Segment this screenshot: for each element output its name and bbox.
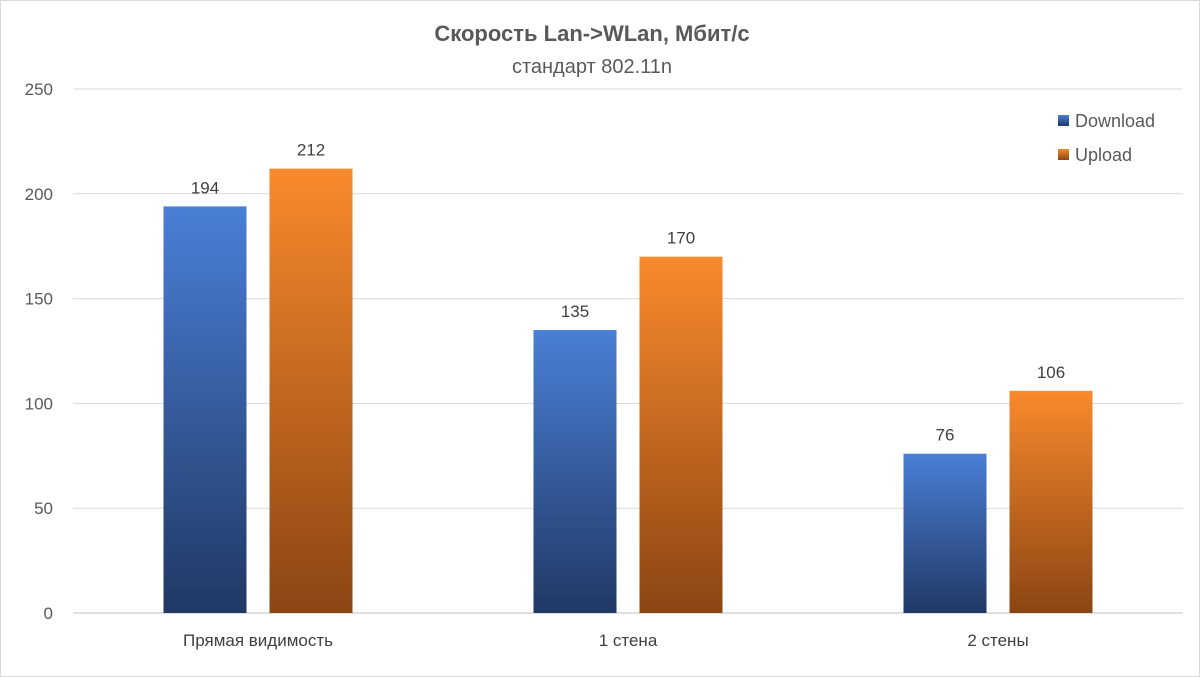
legend-label: Upload	[1075, 145, 1132, 165]
bar-upload-2	[639, 256, 723, 613]
bar-download-1	[163, 206, 247, 613]
x-axis-categories: Прямая видимость 1 стена 2 стены	[183, 631, 1029, 650]
legend: Download Upload	[1058, 111, 1155, 165]
y-tick-label: 200	[25, 185, 53, 204]
y-tick-label: 150	[25, 290, 53, 309]
x-category-label: 2 стены	[967, 631, 1028, 650]
legend-label: Download	[1075, 111, 1155, 131]
data-label: 76	[936, 426, 955, 445]
bar-upload-1	[269, 168, 353, 613]
y-tick-label: 250	[25, 80, 53, 99]
data-labels: 194 212 135 170 76 106	[191, 141, 1065, 445]
data-label: 106	[1037, 363, 1065, 382]
data-label: 194	[191, 178, 219, 197]
data-label: 135	[561, 302, 589, 321]
y-tick-label: 0	[44, 604, 53, 623]
y-tick-label: 50	[34, 499, 53, 518]
gridlines	[73, 88, 1183, 614]
chart-subtitle: стандарт 802.11n	[512, 56, 672, 78]
x-category-label: Прямая видимость	[183, 631, 333, 650]
bars	[163, 168, 1093, 613]
chart-title: Скорость Lan->WLan, Мбит/с	[434, 21, 749, 46]
x-category-label: 1 стена	[599, 631, 658, 650]
bar-download-2	[533, 330, 617, 613]
legend-swatch	[1058, 115, 1069, 126]
bar-download-3	[903, 453, 987, 613]
y-tick-label: 100	[25, 394, 53, 413]
data-label: 170	[667, 229, 695, 248]
legend-swatch	[1058, 149, 1069, 160]
bar-upload-3	[1009, 390, 1093, 613]
y-axis-ticks: 0 50 100 150 200 250	[25, 80, 53, 623]
data-label: 212	[297, 141, 325, 160]
